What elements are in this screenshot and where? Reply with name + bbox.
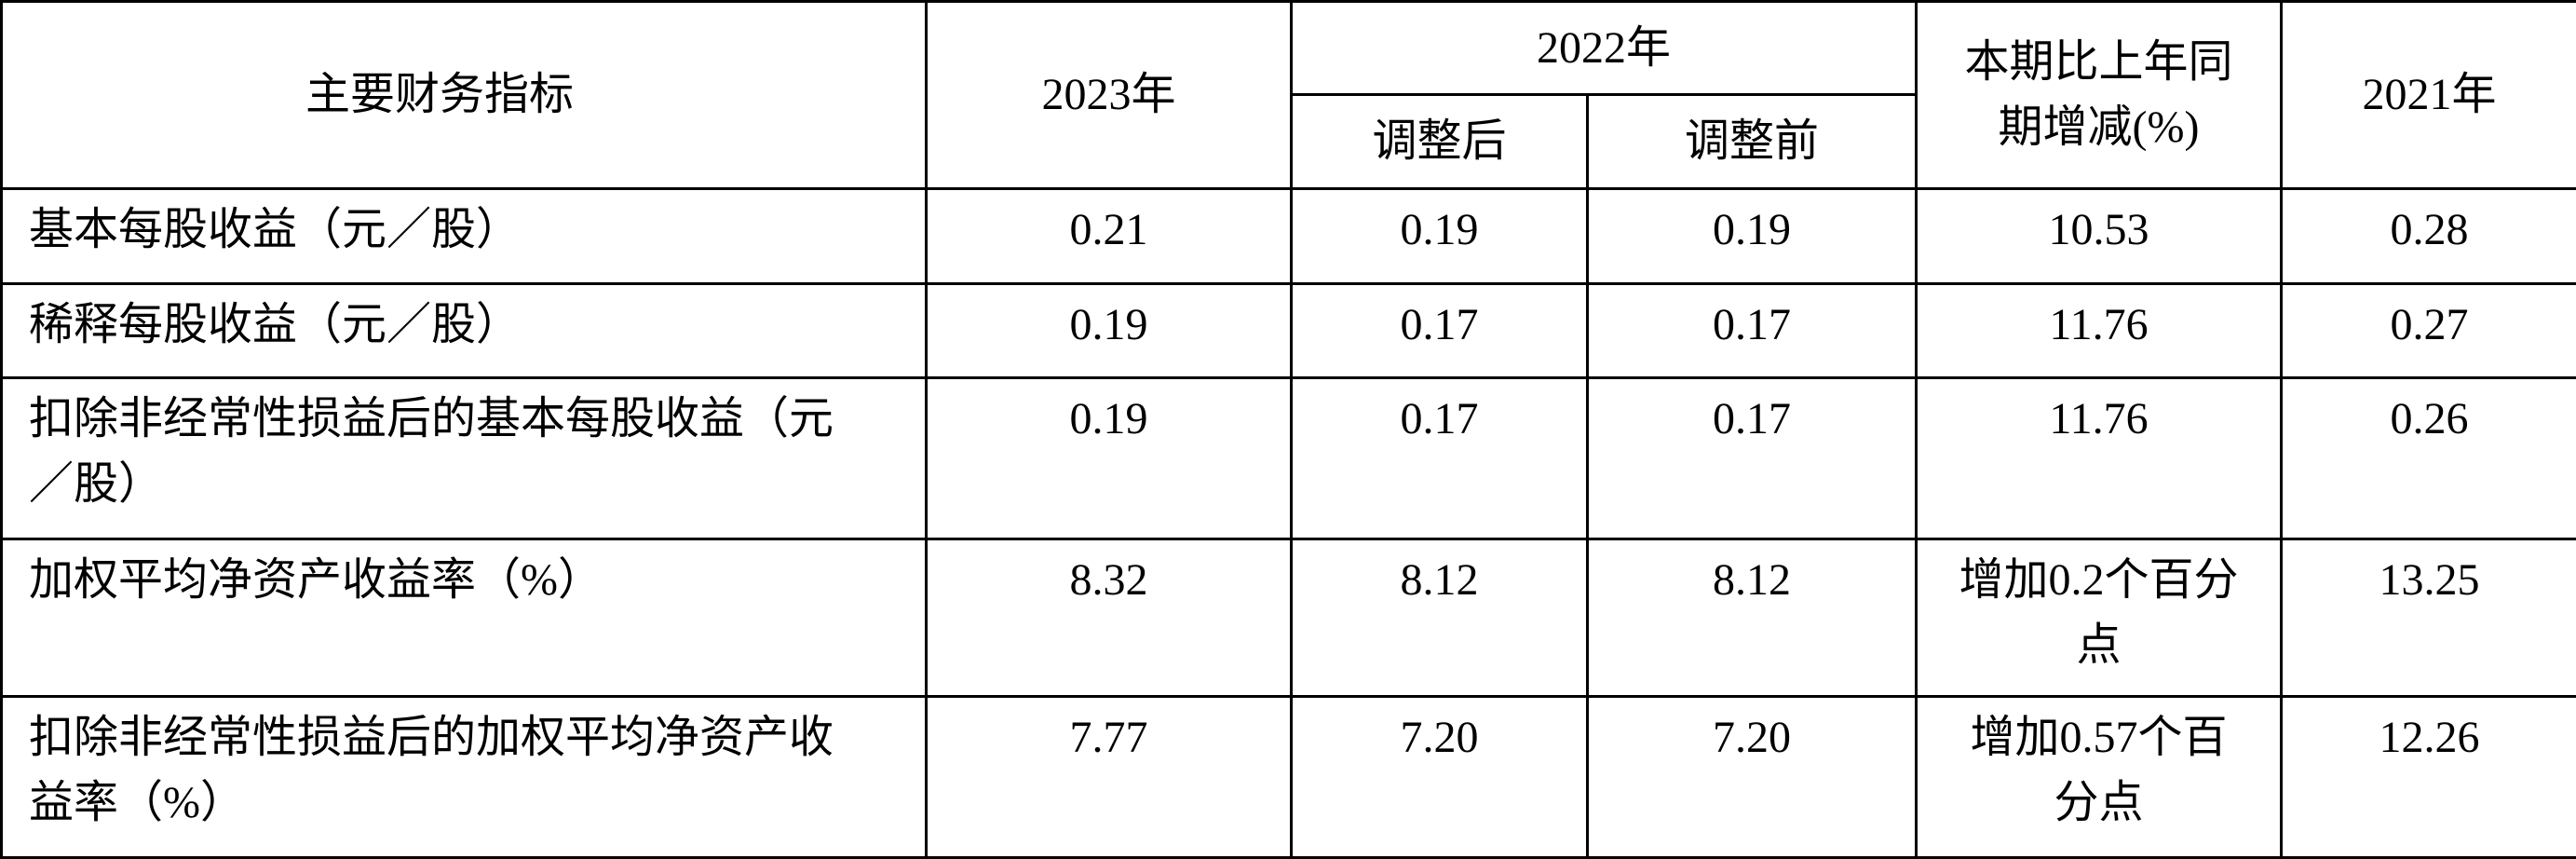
header-cell: 2023年 [927, 2, 1292, 189]
cell: 0.19 [1292, 189, 1588, 284]
header-cell: 2022年 [1292, 2, 1917, 95]
row-label: 加权平均净资产收益率（%） [2, 539, 927, 697]
cell: 0.19 [927, 284, 1292, 378]
cell: 8.12 [1588, 539, 1917, 697]
cell: 0.21 [927, 189, 1292, 284]
cell: 0.17 [1292, 378, 1588, 539]
header-cell: 调整前 [1588, 95, 1917, 189]
cell: 10.53 [1917, 189, 2282, 284]
row-label: 扣除非经常性损益后的基本每股收益（元／股） [2, 378, 927, 539]
cell: 增加0.2个百分点 [1917, 539, 2282, 697]
header-cell: 本期比上年同期增减(%) [1917, 2, 2282, 189]
cell: 0.17 [1588, 284, 1917, 378]
cell: 0.28 [2282, 189, 2576, 284]
cell: 7.20 [1588, 697, 1917, 858]
cell: 8.12 [1292, 539, 1588, 697]
cell: 0.27 [2282, 284, 2576, 378]
row-label: 扣除非经常性损益后的加权平均净资产收益率（%） [2, 697, 927, 858]
cell: 11.76 [1917, 284, 2282, 378]
cell: 8.32 [927, 539, 1292, 697]
cell: 11.76 [1917, 378, 2282, 539]
cell: 0.17 [1292, 284, 1588, 378]
header-cell: 调整后 [1292, 95, 1588, 189]
cell: 0.19 [1588, 189, 1917, 284]
cell: 7.77 [927, 697, 1292, 858]
cell: 0.19 [927, 378, 1292, 539]
cell: 7.20 [1292, 697, 1588, 858]
cell: 0.26 [2282, 378, 2576, 539]
cell: 12.26 [2282, 697, 2576, 858]
cell: 0.17 [1588, 378, 1917, 539]
cell: 增加0.57个百分点 [1917, 697, 2282, 858]
header-cell: 主要财务指标 [2, 2, 927, 189]
header-cell: 2021年 [2282, 2, 2576, 189]
row-label: 稀释每股收益（元／股） [2, 284, 927, 378]
row-label: 基本每股收益（元／股） [2, 189, 927, 284]
cell: 13.25 [2282, 539, 2576, 697]
